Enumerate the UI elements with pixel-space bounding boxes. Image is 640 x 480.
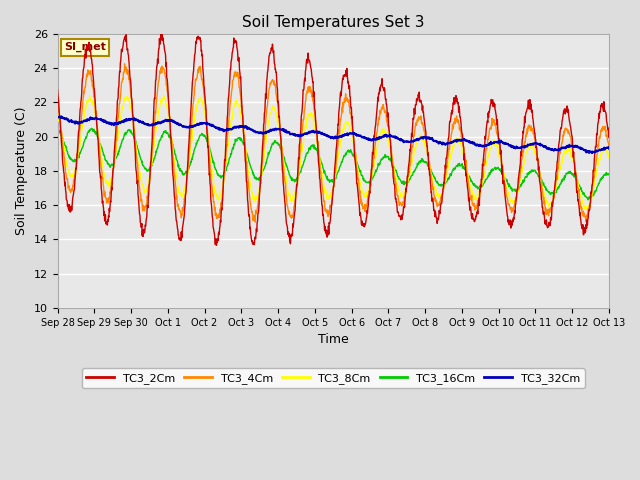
Title: Soil Temperatures Set 3: Soil Temperatures Set 3 <box>242 15 424 30</box>
Legend: TC3_2Cm, TC3_4Cm, TC3_8Cm, TC3_16Cm, TC3_32Cm: TC3_2Cm, TC3_4Cm, TC3_8Cm, TC3_16Cm, TC3… <box>82 368 585 388</box>
Y-axis label: Soil Temperature (C): Soil Temperature (C) <box>15 107 28 235</box>
X-axis label: Time: Time <box>318 333 349 346</box>
Text: SI_met: SI_met <box>64 42 106 52</box>
